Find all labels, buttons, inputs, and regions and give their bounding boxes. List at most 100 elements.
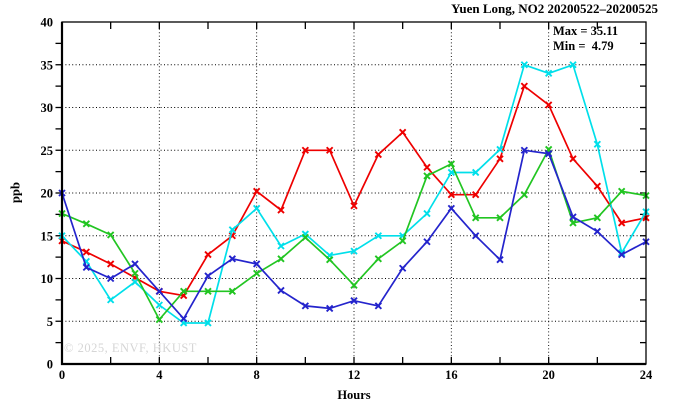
marker-core-day-2-cyan [595,142,599,146]
y-tick-label: 15 [41,229,54,243]
marker-core-day-3-green [401,239,405,243]
marker-core-day-1-red [449,193,453,197]
marker-core-day-2-cyan [206,321,210,325]
chart-title: Yuen Long, NO2 20200522–20200525 [451,1,658,16]
marker-core-day-2-cyan [352,249,356,253]
marker-core-day-2-cyan [133,280,137,284]
marker-core-day-4-blue [571,215,575,219]
marker-core-day-2-cyan [401,234,405,238]
marker-core-day-3-green [620,189,624,193]
y-tick-label: 25 [41,144,54,158]
marker-core-day-4-blue [303,304,307,308]
marker-core-day-4-blue [498,258,502,262]
marker-core-day-3-green [206,289,210,293]
marker-core-day-3-green [547,147,551,151]
marker-core-day-3-green [352,283,356,287]
y-tick-label: 35 [41,58,54,72]
marker-core-day-3-green [474,216,478,220]
marker-core-day-1-red [522,84,526,88]
marker-core-day-3-green [84,222,88,226]
marker-core-day-4-blue [255,262,259,266]
marker-core-day-1-red [303,148,307,152]
marker-core-day-4-blue [230,257,234,261]
marker-core-day-1-red [328,148,332,152]
marker-core-day-3-green [498,216,502,220]
marker-core-day-1-red [206,253,210,257]
y-axis-label: ppb [8,182,23,203]
marker-core-day-4-blue [206,274,210,278]
marker-core-day-2-cyan [425,212,429,216]
marker-core-day-2-cyan [157,303,161,307]
marker-core-day-4-blue [522,148,526,152]
marker-core-day-1-red [230,234,234,238]
min-annotation: Min = 4.79 [553,39,614,53]
series-line-day-3-green [61,147,647,321]
marker-core-day-4-blue [449,206,453,210]
x-tick-label: 4 [156,368,163,382]
marker-core-day-1-red [620,221,624,225]
marker-core-day-2-cyan [620,251,624,255]
marker-core-day-4-blue [547,152,551,156]
y-tick-label: 40 [41,16,54,30]
marker-core-day-2-cyan [182,321,186,325]
marker-core-day-2-cyan [547,71,551,75]
marker-core-day-1-red [547,103,551,107]
marker-core-day-1-red [279,208,283,212]
marker-core-day-1-red [425,165,429,169]
marker-core-day-2-cyan [376,234,380,238]
marker-core-day-2-cyan [498,147,502,151]
y-tick-label: 30 [41,101,54,115]
marker-core-day-4-blue [84,265,88,269]
marker-core-day-2-cyan [571,63,575,67]
marker-core-day-3-green [157,318,161,322]
marker-core-day-4-blue [279,288,283,292]
marker-core-day-3-green [182,289,186,293]
x-tick-label: 24 [640,368,653,382]
marker-core-day-4-blue [595,229,599,233]
marker-core-day-1-red [376,153,380,157]
marker-core-day-3-green [571,221,575,225]
marker-core-day-2-cyan [230,228,234,232]
marker-core-day-4-blue [425,240,429,244]
marker-core-day-4-blue [328,306,332,310]
marker-core-day-4-blue [376,304,380,308]
marker-core-day-3-green [109,233,113,237]
marker-core-day-2-cyan [522,63,526,67]
marker-core-day-1-red [84,250,88,254]
marker-core-day-4-blue [620,253,624,257]
x-tick-label: 8 [254,368,260,382]
marker-core-day-1-red [571,157,575,161]
marker-core-day-2-cyan [303,232,307,236]
y-tick-label: 20 [41,187,54,201]
marker-core-day-2-cyan [255,206,259,210]
y-tick-label: 5 [47,315,53,329]
marker-core-day-1-red [498,157,502,161]
marker-core-day-1-red [133,276,137,280]
marker-core-day-3-green [328,258,332,262]
marker-core-day-1-red [401,130,405,134]
marker-core-day-4-blue [352,299,356,303]
marker-core-day-1-red [595,184,599,188]
marker-core-day-3-green [595,216,599,220]
marker-core-day-1-red [182,294,186,298]
marker-core-day-4-blue [109,277,113,280]
marker-core-day-3-green [279,257,283,261]
marker-core-day-3-green [376,257,380,261]
x-tick-label: 20 [542,368,555,382]
marker-core-day-1-red [255,189,259,193]
marker-core-day-1-red [109,262,113,266]
marker-core-day-2-cyan [449,170,453,174]
marker-core-day-2-cyan [328,253,332,257]
max-annotation: Max = 35.11 [553,24,619,38]
marker-core-day-3-green [230,289,234,293]
y-tick-label: 0 [47,358,53,372]
marker-core-day-3-green [255,271,259,275]
marker-core-day-2-cyan [84,259,88,263]
marker-core-day-3-green [449,162,453,166]
marker-core-day-4-blue [182,317,186,321]
marker-core-day-1-red [352,204,356,208]
marker-core-day-3-green [425,174,429,178]
marker-core-day-3-green [522,193,526,197]
